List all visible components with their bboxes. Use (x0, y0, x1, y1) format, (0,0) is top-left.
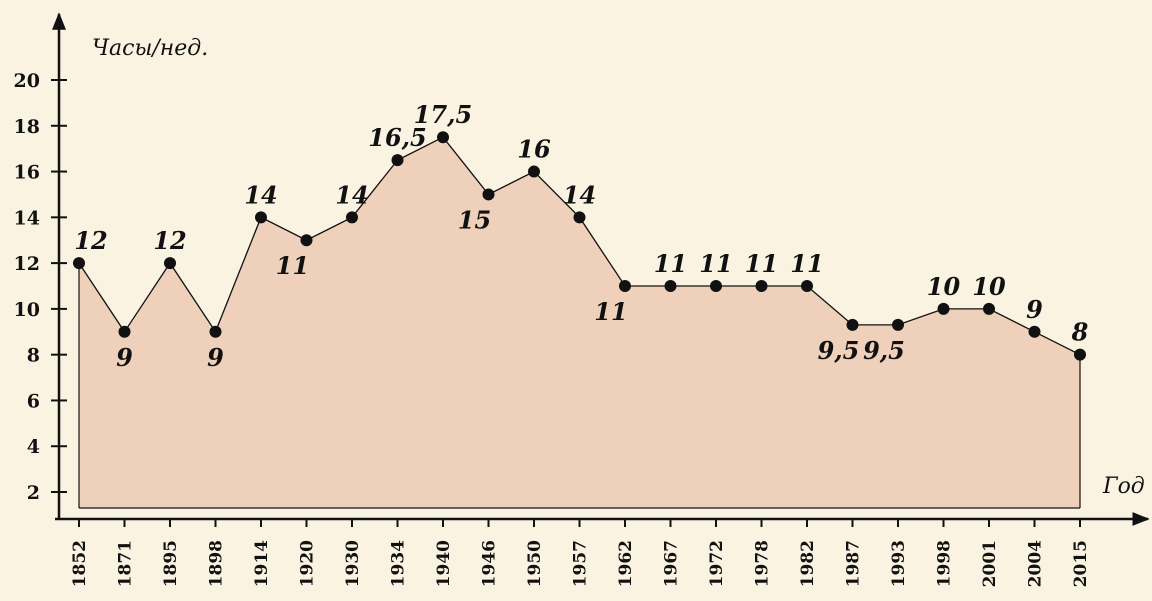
data-label: 14 (335, 180, 368, 209)
data-label: 17,5 (414, 100, 472, 129)
y-tick-label: 4 (27, 436, 40, 458)
axes (52, 12, 1150, 526)
data-label: 11 (654, 249, 687, 278)
data-point (346, 211, 358, 224)
x-tick-label: 1871 (116, 540, 136, 587)
data-label: 10 (972, 272, 1006, 301)
data-label: 9 (207, 343, 224, 372)
data-point (437, 131, 449, 144)
x-tick-label: 2004 (1026, 540, 1046, 587)
x-tick-label: 1978 (753, 540, 773, 587)
x-tick-label: 1934 (389, 540, 409, 587)
data-point (664, 280, 677, 292)
data-point (73, 257, 85, 270)
data-label: 14 (244, 180, 277, 209)
x-tick-label: 1967 (662, 540, 682, 587)
data-points (73, 131, 1086, 361)
y-tick-label: 8 (27, 345, 40, 367)
data-point (619, 280, 631, 292)
data-point (1028, 325, 1041, 338)
x-tick-label: 1982 (798, 540, 818, 587)
data-label: 9 (116, 343, 133, 372)
data-point (255, 211, 267, 224)
data-point (300, 234, 313, 247)
data-label: 8 (1071, 318, 1089, 347)
y-tick-label: 18 (14, 116, 40, 138)
area-fill (79, 137, 1080, 508)
data-point (209, 325, 222, 338)
x-tick-label: 1972 (707, 540, 727, 587)
data-label: 16 (517, 135, 551, 164)
y-tick-label: 6 (27, 390, 40, 412)
y-ticks: 2 4 6 8 10 12 14 16 18 20 (14, 70, 67, 504)
y-axis-title: Часы/нед. (92, 36, 208, 61)
x-tick-label: 1920 (298, 540, 318, 587)
x-tick-label: 1962 (616, 540, 636, 587)
data-point (528, 165, 540, 178)
x-tick-label: 1993 (889, 540, 909, 587)
data-point (391, 154, 404, 167)
data-label: 9,5 (818, 336, 860, 365)
x-tick-label: 1998 (935, 540, 955, 587)
y-tick-label: 2 (27, 482, 40, 504)
data-point (983, 302, 995, 315)
data-point (118, 325, 131, 338)
data-label: 11 (594, 297, 627, 326)
y-tick-label: 20 (14, 70, 40, 92)
data-label: 14 (563, 180, 596, 209)
data-label: 12 (74, 226, 107, 255)
x-axis-title: Год (1102, 474, 1145, 499)
data-label: 16,5 (368, 123, 426, 152)
data-point (892, 318, 904, 331)
data-label: 11 (790, 249, 823, 278)
x-tick-label: 1957 (571, 540, 591, 587)
data-point (801, 280, 813, 292)
data-point (482, 188, 495, 201)
y-tick-label: 10 (14, 299, 40, 321)
x-tick-label: 1852 (70, 540, 90, 587)
data-point (164, 257, 176, 270)
x-tick-label: 1950 (525, 540, 545, 587)
x-tick-label: 1946 (480, 540, 500, 587)
x-ticks: 1852 1871 1895 1898 1914 1920 1930 1934 1940 1946… (70, 519, 1091, 587)
data-label: 10 (927, 272, 961, 301)
data-point (846, 318, 859, 331)
data-point (1074, 348, 1086, 361)
x-tick-label: 1895 (161, 540, 181, 587)
data-label: 11 (699, 249, 732, 278)
x-tick-label: 2001 (980, 540, 1000, 587)
data-point (710, 280, 722, 292)
x-tick-label: 1987 (844, 540, 864, 587)
data-label: 11 (276, 251, 309, 280)
x-tick-label: 1930 (343, 540, 363, 587)
data-point (937, 302, 950, 315)
data-label: 12 (153, 226, 186, 255)
y-tick-label: 12 (14, 253, 40, 275)
x-tick-label: 2015 (1071, 540, 1091, 587)
data-label: 11 (745, 249, 778, 278)
x-tick-label: 1940 (434, 540, 454, 587)
y-tick-label: 14 (14, 207, 40, 229)
data-label: 9,5 (863, 336, 905, 365)
data-label: 9 (1026, 295, 1043, 324)
y-tick-label: 16 (14, 162, 40, 184)
x-tick-label: 1898 (207, 540, 227, 587)
area-layer (78, 137, 1081, 509)
data-point (755, 280, 768, 292)
data-point (573, 211, 586, 224)
x-tick-label: 1914 (252, 540, 272, 587)
data-label: 15 (458, 205, 491, 234)
